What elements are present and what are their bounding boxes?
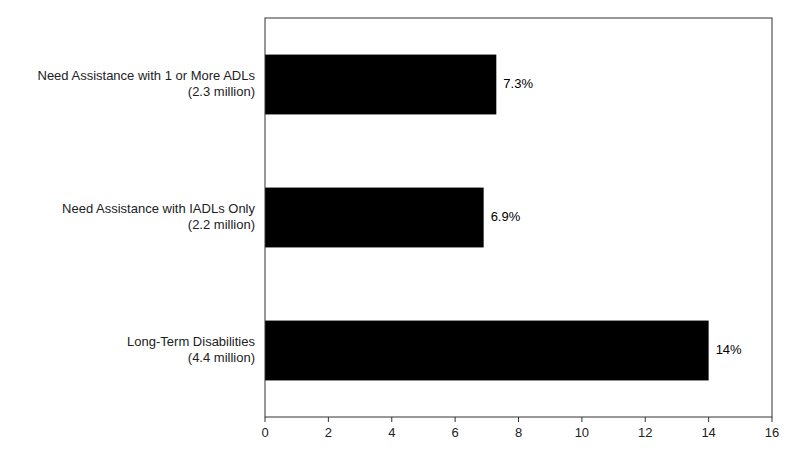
x-tick-label: 4: [388, 425, 395, 440]
category-label-line: Need Assistance with IADLs Only: [62, 201, 255, 216]
category-label: Need Assistance with IADLs Only(2.2 mill…: [62, 201, 255, 232]
data-label: 6.9%: [491, 209, 521, 224]
x-tick-label: 10: [575, 425, 589, 440]
x-tick: [645, 417, 646, 422]
x-tick: [708, 417, 709, 422]
x-tick-label: 14: [701, 425, 715, 440]
x-tick-label: 6: [452, 425, 459, 440]
x-axis: 0 2 4 6 8 10 12 14 16: [261, 417, 779, 440]
x-tick: [391, 417, 392, 422]
category-label: Long-Term Disabilities(4.4 million): [127, 334, 255, 365]
x-tick-label: 12: [638, 425, 652, 440]
x-tick: [772, 417, 773, 422]
category-label-line: (2.2 million): [188, 217, 255, 232]
y-axis: Long-Term Disabilities(4.4 million) Need …: [38, 68, 256, 365]
category-label-line: Need Assistance with 1 or More ADLs: [38, 68, 256, 83]
x-tick: [265, 417, 266, 422]
bars: [265, 55, 709, 381]
chart-container: 0 2 4 6 8 10 12 14 16 Long-Term Disabilities(4.4 …: [0, 0, 806, 465]
x-tick-label: 8: [515, 425, 522, 440]
bar: [265, 188, 484, 248]
plot-frame: [265, 18, 772, 417]
data-label: 14%: [716, 342, 742, 357]
category-label: Need Assistance with 1 or More ADLs(2.3 …: [38, 68, 256, 99]
x-tick-label: 0: [261, 425, 268, 440]
bar: [265, 55, 496, 115]
x-tick: [518, 417, 519, 422]
data-labels: 14% 6.9% 7.3%: [491, 76, 742, 357]
x-tick: [455, 417, 456, 422]
category-label-line: Long-Term Disabilities: [127, 334, 255, 349]
bar: [265, 321, 709, 381]
category-label-line: (4.4 million): [188, 350, 255, 365]
x-tick: [581, 417, 582, 422]
plot-area: [265, 18, 772, 417]
data-label: 7.3%: [503, 76, 533, 91]
x-tick: [328, 417, 329, 422]
x-tick-label: 2: [325, 425, 332, 440]
x-tick-label: 16: [765, 425, 779, 440]
category-label-line: (2.3 million): [188, 84, 255, 99]
chart-svg: 0 2 4 6 8 10 12 14 16 Long-Term Disabilities(4.4 …: [0, 0, 806, 465]
